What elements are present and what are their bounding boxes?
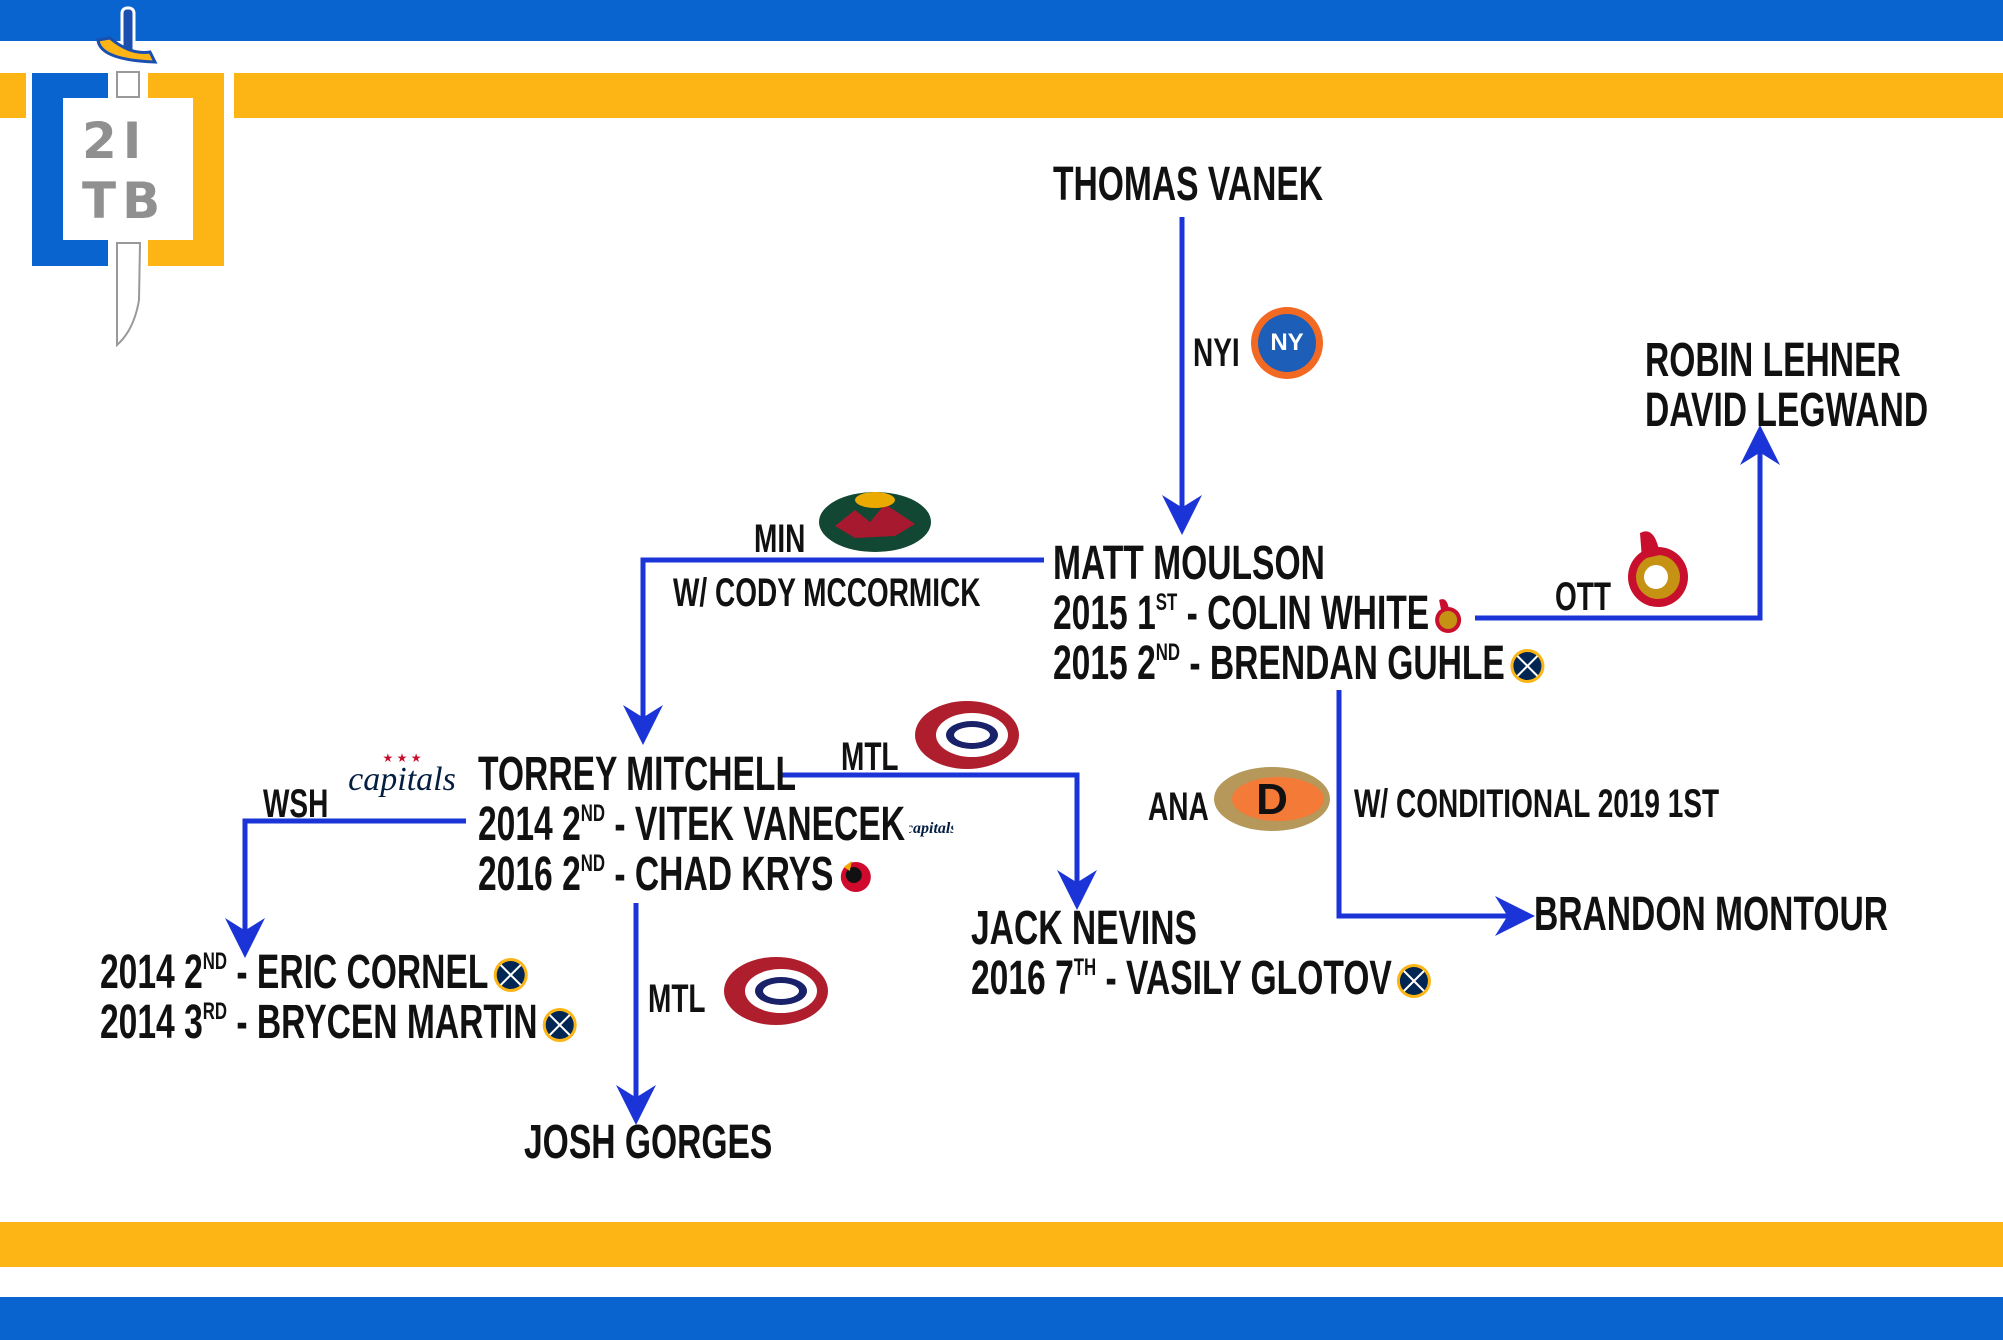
pick-year: 2014	[478, 798, 553, 851]
arrow-guhle-to-montour	[1336, 690, 1535, 936]
sabres-icon	[1397, 964, 1432, 999]
pick-suffix: TH	[1073, 954, 1097, 981]
canadiens-logo	[915, 701, 1019, 769]
bottom-blue-bar	[0, 1297, 2003, 1340]
svg-text:D: D	[1256, 775, 1288, 824]
pick-round: 7	[1055, 952, 1074, 1005]
senators-logo	[1628, 531, 1688, 607]
canadiens-logo	[724, 957, 828, 1025]
top-blue-bar	[0, 0, 2003, 41]
svg-text:NY: NY	[1270, 329, 1303, 356]
blackhawks-icon	[840, 861, 871, 893]
node-brandon-montour: BRANDON MONTOUR	[1534, 888, 1889, 941]
node-david-legwand: DAVID LEGWAND	[1645, 384, 1929, 437]
note-conditional-pick: W/ CONDITIONAL 2019 1ST	[1354, 782, 1720, 826]
pick-round: 3	[184, 996, 203, 1049]
arrow-mitchell-to-nevins	[782, 772, 1097, 910]
pick-brendan-guhle: 2015 2ND - BRENDAN GUHLE	[1053, 637, 1545, 690]
pick-player: COLIN WHITE	[1207, 587, 1430, 640]
pick-suffix: ND	[1155, 639, 1181, 666]
pick-round: 2	[1137, 637, 1156, 690]
node-thomas-vanek: THOMAS VANEK	[1053, 158, 1324, 211]
note-cody-mccormick: W/ CODY MCCORMICK	[673, 571, 981, 615]
arrow-moulson-to-mitchell	[623, 557, 1044, 745]
team-label-mtl-2: MTL	[648, 977, 706, 1021]
node-torrey-mitchell: TORREY MITCHELL	[478, 748, 796, 801]
pick-suffix: ST	[1155, 589, 1178, 616]
pick-suffix: RD	[202, 998, 228, 1025]
sabres-icon	[1510, 649, 1545, 684]
pick-round: 2	[562, 848, 581, 901]
pick-year: 2015	[1053, 587, 1128, 640]
pick-vitek-vanecek: 2014 2ND - VITEK VANECEKcapitals	[478, 798, 953, 851]
islanders-logo: NY	[1251, 307, 1323, 379]
node-josh-gorges: JOSH GORGES	[524, 1116, 773, 1169]
logo-text-line-2: TB	[82, 172, 167, 230]
pick-suffix: ND	[202, 948, 228, 975]
arrow-white-to-lehner	[1475, 425, 1780, 621]
pick-player: BRYCEN MARTIN	[256, 996, 538, 1049]
pick-player: CHAD KRYS	[634, 848, 834, 901]
pick-suffix: ND	[580, 800, 606, 827]
pick-year: 2016	[478, 848, 553, 901]
pick-player: ERIC CORNEL	[256, 946, 489, 999]
pick-round: 2	[562, 798, 581, 851]
team-label-nyi: NYI	[1193, 331, 1240, 375]
team-label-ott: OTT	[1555, 575, 1611, 619]
node-jack-nevins: JACK NEVINS	[971, 902, 1197, 955]
pick-year: 2015	[1053, 637, 1128, 690]
svg-text:capitals: capitals	[909, 820, 953, 837]
pick-brycen-martin: 2014 3RD - BRYCEN MARTIN	[100, 996, 577, 1049]
sabres-icon	[542, 1008, 577, 1043]
capitals-logo: capitals★ ★ ★	[348, 751, 456, 798]
pick-eric-cornel: 2014 2ND - ERIC CORNEL	[100, 946, 528, 999]
pick-year: 2014	[100, 946, 175, 999]
team-label-wsh: WSH	[263, 782, 329, 826]
bottom-gold-bar	[0, 1222, 2003, 1267]
capitals-icon: capitals	[909, 820, 953, 837]
wild-logo	[819, 492, 931, 552]
pick-year: 2014	[100, 996, 175, 1049]
team-label-mtl: MTL	[841, 735, 899, 779]
pick-colin-white: 2015 1ST - COLIN WHITE	[1053, 587, 1462, 640]
pick-year: 2016	[971, 952, 1046, 1005]
pick-suffix: ND	[580, 850, 606, 877]
team-label-ana: ANA	[1148, 785, 1209, 829]
pick-player: VITEK VANECEK	[634, 798, 905, 851]
sword-icon	[96, 6, 158, 348]
pick-player: VASILY GLOTOV	[1126, 952, 1392, 1005]
pick-player: BRENDAN GUHLE	[1209, 637, 1505, 690]
arrow-mitchell-to-picks	[225, 818, 466, 958]
pick-round: 1	[1137, 587, 1156, 640]
logo-text-line-1: 2I	[82, 112, 148, 170]
node-robin-lehner: ROBIN LEHNER	[1645, 334, 1901, 387]
team-label-min: MIN	[754, 517, 806, 561]
senators-icon	[1435, 599, 1462, 634]
svg-text:★ ★ ★: ★ ★ ★	[383, 751, 422, 765]
pick-chad-krys: 2016 2ND - CHAD KRYS	[478, 848, 871, 901]
site-logo: 2I TB	[0, 0, 240, 350]
ducks-logo: D	[1214, 767, 1330, 831]
pick-vasily-glotov: 2016 7TH - VASILY GLOTOV	[971, 952, 1432, 1005]
top-gold-bar	[0, 73, 2003, 118]
sabres-icon	[493, 958, 528, 993]
pick-round: 2	[184, 946, 203, 999]
node-matt-moulson: MATT MOULSON	[1053, 537, 1325, 590]
svg-text:capitals: capitals	[348, 761, 456, 798]
